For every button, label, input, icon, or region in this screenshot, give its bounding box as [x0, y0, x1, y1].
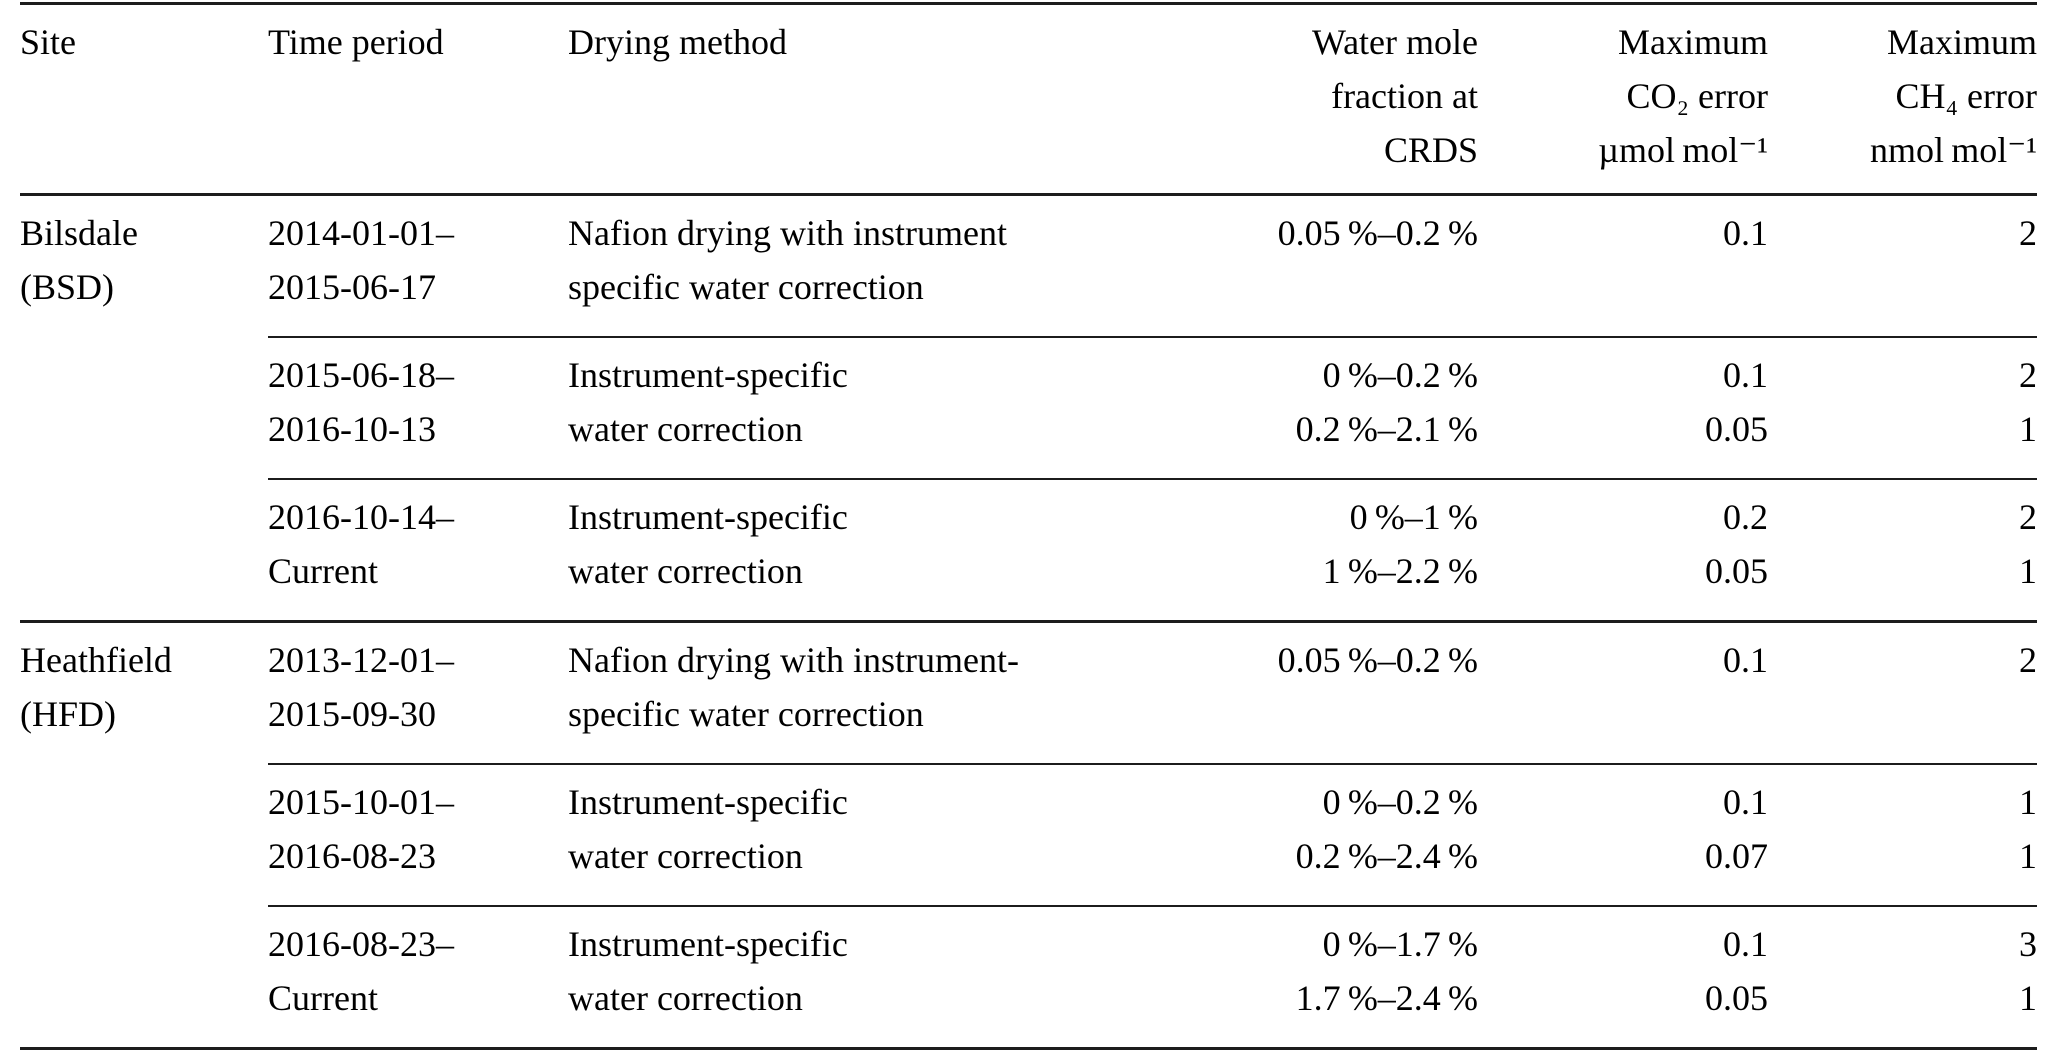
drying-method-cell: Instrument-specific water correction: [568, 763, 1148, 906]
table-header-row: Site Time period Drying method Water mol…: [20, 3, 2037, 196]
ch4-error-cell: 2 1: [1768, 336, 2037, 479]
drying-method-cell: Instrument-specific water correction: [568, 336, 1148, 479]
drying-method-cell: Nafion drying with instrument- specific …: [568, 620, 1148, 764]
drying-method-cell: Instrument-specific water correction: [568, 905, 1148, 1049]
time-period-cell: 2013-12-01– 2015-09-30: [268, 620, 568, 764]
water-fraction-cell: 0.05 %–0.2 %: [1148, 620, 1478, 764]
table-row: 2016-10-14– Current Instrument-specific …: [20, 478, 2037, 622]
header-time-period: Time period: [268, 3, 568, 196]
time-period-cell: 2016-08-23– Current: [268, 905, 568, 1049]
header-co2-error: Maximum CO₂ error µmol mol⁻¹: [1478, 3, 1768, 196]
drying-method-cell: Instrument-specific water correction: [568, 478, 1148, 622]
water-fraction-cell: 0 %–1.7 % 1.7 %–2.4 %: [1148, 905, 1478, 1049]
time-period-cell: 2015-10-01– 2016-08-23: [268, 763, 568, 906]
ch4-error-cell: 1 1: [1768, 763, 2037, 906]
header-drying-method: Drying method: [568, 3, 1148, 196]
header-site: Site: [20, 3, 268, 196]
table-row: 2015-10-01– 2016-08-23 Instrument-specif…: [20, 763, 2037, 906]
co2-error-cell: 0.1 0.07: [1478, 763, 1768, 906]
ch4-error-cell: 2 1: [1768, 478, 2037, 622]
drying-method-cell: Nafion drying with instrument specific w…: [568, 213, 1007, 307]
table-row: 2015-06-18– 2016-10-13 Instrument-specif…: [20, 336, 2037, 479]
ch4-error-cell: 3 1: [1768, 905, 2037, 1049]
ch4-error-cell: 2: [2019, 213, 2037, 253]
ch4-error-cell: 2: [1768, 620, 2037, 764]
table-row: Bilsdale (BSD) 2014-01-01– 2015-06-17 Na…: [20, 195, 2037, 338]
co2-error-cell: 0.2 0.05: [1478, 478, 1768, 622]
table-row: Heathfield (HFD) 2013-12-01– 2015-09-30 …: [20, 620, 2037, 1049]
time-period-cell: 2015-06-18– 2016-10-13: [268, 336, 568, 479]
co2-error-cell: 0.1: [1478, 620, 1768, 764]
co2-error-cell: 0.1 0.05: [1478, 905, 1768, 1049]
header-water-mole-fraction: Water mole fraction at CRDS: [1148, 3, 1478, 196]
table-row: 2016-08-23– Current Instrument-specific …: [20, 905, 2037, 1049]
co2-error-cell: 0.1: [1723, 213, 1768, 253]
water-fraction-cell: 0 %–0.2 % 0.2 %–2.4 %: [1148, 763, 1478, 906]
water-fraction-cell: 0.05 %–0.2 %: [1277, 213, 1478, 253]
water-fraction-cell: 0 %–1 % 1 %–2.2 %: [1148, 478, 1478, 622]
time-period-cell: 2016-10-14– Current: [268, 478, 568, 622]
site-cell-heathfield: Heathfield (HFD): [20, 620, 268, 1049]
drying-method-table: Site Time period Drying method Water mol…: [20, 2, 2037, 1050]
water-fraction-cell: 0 %–0.2 % 0.2 %–2.1 %: [1148, 336, 1478, 479]
header-ch4-error: Maximum CH₄ error nmol mol⁻¹: [1768, 3, 2037, 196]
site-cell-bilsdale: Bilsdale (BSD): [20, 213, 138, 307]
co2-error-cell: 0.1 0.05: [1478, 336, 1768, 479]
time-period-cell: 2014-01-01– 2015-06-17: [268, 213, 454, 307]
